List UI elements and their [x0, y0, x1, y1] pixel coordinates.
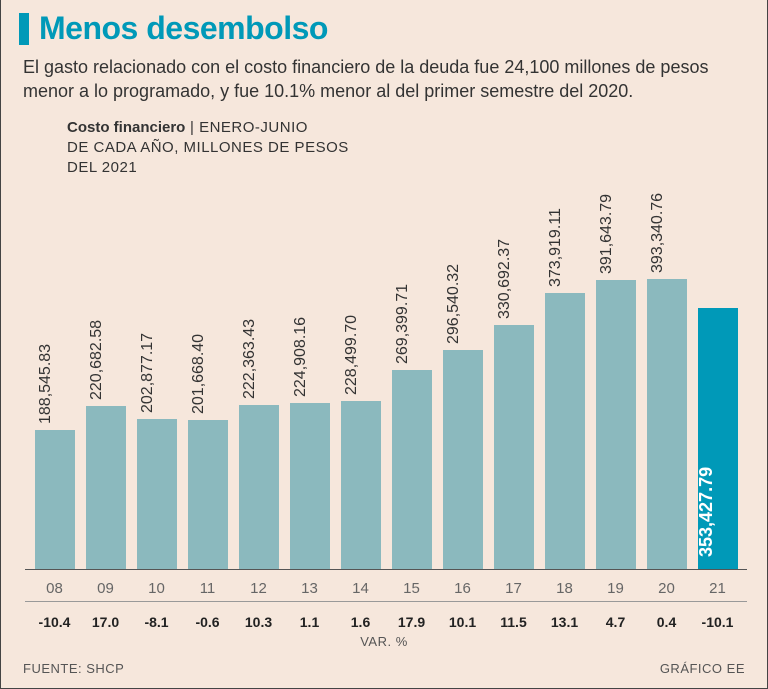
variation-value: 0.4 — [641, 608, 692, 632]
bar: 228,499.70 — [341, 401, 381, 569]
bar: 188,545.83 — [35, 430, 75, 569]
chart-heading-l1: ENERO-JUNIO — [199, 119, 308, 136]
bar: 330,692.37 — [494, 325, 534, 569]
bar-chart: 188,545.83 220,682.58 202,877.17 201,668.40… — [25, 190, 747, 570]
bar: 391,643.79 — [596, 280, 636, 569]
bar: 220,682.58 — [86, 406, 126, 569]
bar-slot: 228,499.70 — [335, 401, 386, 569]
variation-value: 10.1 — [437, 608, 488, 632]
bar-slot: 202,877.17 — [131, 419, 182, 569]
year-label: 21 — [692, 576, 743, 601]
bar-value-label: 188,545.83 — [37, 344, 55, 424]
bar: 201,668.40 — [188, 420, 228, 569]
bar-value-label: 220,682.58 — [88, 320, 106, 400]
bar-value-label: 201,668.40 — [190, 334, 208, 414]
bar-slot: 393,340.76 — [641, 279, 692, 569]
chart-heading-sep: | — [185, 119, 199, 136]
bar: 222,363.43 — [239, 405, 279, 569]
bar-slot: 222,363.43 — [233, 405, 284, 569]
variation-value: 1.1 — [284, 608, 335, 632]
variation-value: 10.3 — [233, 608, 284, 632]
year-label: 09 — [80, 576, 131, 601]
footer: FUENTE: SHCP GRÁFICO EE — [1, 651, 767, 688]
bar-value-label: 353,427.79 — [696, 467, 717, 557]
variation-value: -8.1 — [131, 608, 182, 632]
variation-value: 11.5 — [488, 608, 539, 632]
variation-value: 1.6 — [335, 608, 386, 632]
page-title: Menos desembolso — [39, 10, 328, 47]
source-label: FUENTE: SHCP — [23, 661, 124, 676]
bar: 224,908.16 — [290, 403, 330, 569]
bar-value-label: 202,877.17 — [139, 333, 157, 413]
chart-heading-l3: DEL 2021 — [67, 159, 137, 176]
variation-axis-label: VAR. % — [1, 632, 767, 649]
bar: 393,340.76 — [647, 279, 687, 569]
variation-value: 17.9 — [386, 608, 437, 632]
bar-slot: 353,427.79 — [692, 308, 743, 569]
variation-value: -0.6 — [182, 608, 233, 632]
chart-heading-l2: DE CADA AÑO, MILLONES DE PESOS — [67, 139, 349, 156]
year-label: 19 — [590, 576, 641, 601]
bar-highlight: 353,427.79 — [698, 308, 738, 569]
year-label: 12 — [233, 576, 284, 601]
variation-row: -10.417.0-8.1-0.610.31.11.617.910.111.51… — [25, 602, 747, 632]
title-row: Menos desembolso — [1, 0, 767, 51]
bar-slot: 220,682.58 — [80, 406, 131, 569]
year-label: 20 — [641, 576, 692, 601]
bar-value-label: 373,919.11 — [547, 208, 565, 287]
year-label: 17 — [488, 576, 539, 601]
variation-value: -10.1 — [692, 608, 743, 632]
year-label: 14 — [335, 576, 386, 601]
bar-value-label: 222,363.43 — [241, 319, 259, 399]
year-label: 11 — [182, 576, 233, 601]
chart-heading-bold: Costo financiero — [67, 119, 185, 136]
bar-slot: 391,643.79 — [590, 280, 641, 569]
bar-slot: 269,399.71 — [386, 370, 437, 569]
year-label: 18 — [539, 576, 590, 601]
year-label: 10 — [131, 576, 182, 601]
bar-value-label: 393,340.76 — [649, 193, 667, 273]
bar-slot: 188,545.83 — [29, 430, 80, 569]
bar-slot: 373,919.11 — [539, 293, 590, 569]
title-marker — [19, 13, 29, 45]
bar: 269,399.71 — [392, 370, 432, 569]
bar-slot: 224,908.16 — [284, 403, 335, 569]
variation-value: 17.0 — [80, 608, 131, 632]
bar-value-label: 269,399.71 — [394, 284, 412, 364]
year-label: 08 — [29, 576, 80, 601]
bar-value-label: 391,643.79 — [598, 194, 616, 274]
bar-value-label: 296,540.32 — [445, 264, 463, 344]
page-subtitle: El gasto relacionado con el costo financ… — [1, 51, 767, 114]
year-label: 13 — [284, 576, 335, 601]
year-label: 16 — [437, 576, 488, 601]
bar-value-label: 228,499.70 — [343, 315, 361, 395]
bar: 373,919.11 — [545, 293, 585, 569]
credit-label: GRÁFICO EE — [660, 661, 745, 676]
x-axis-years: 0809101112131415161718192021 — [25, 570, 747, 602]
bar-value-label: 330,692.37 — [496, 239, 514, 319]
variation-value: -10.4 — [29, 608, 80, 632]
bar: 202,877.17 — [137, 419, 177, 569]
chart-heading: Costo financiero | ENERO-JUNIO DE CADA A… — [1, 114, 767, 191]
bar-value-label: 224,908.16 — [292, 317, 310, 397]
bar-slot: 330,692.37 — [488, 325, 539, 569]
variation-value: 13.1 — [539, 608, 590, 632]
bar-slot: 201,668.40 — [182, 420, 233, 569]
year-label: 15 — [386, 576, 437, 601]
variation-value: 4.7 — [590, 608, 641, 632]
bar: 296,540.32 — [443, 350, 483, 569]
bar-slot: 296,540.32 — [437, 350, 488, 569]
